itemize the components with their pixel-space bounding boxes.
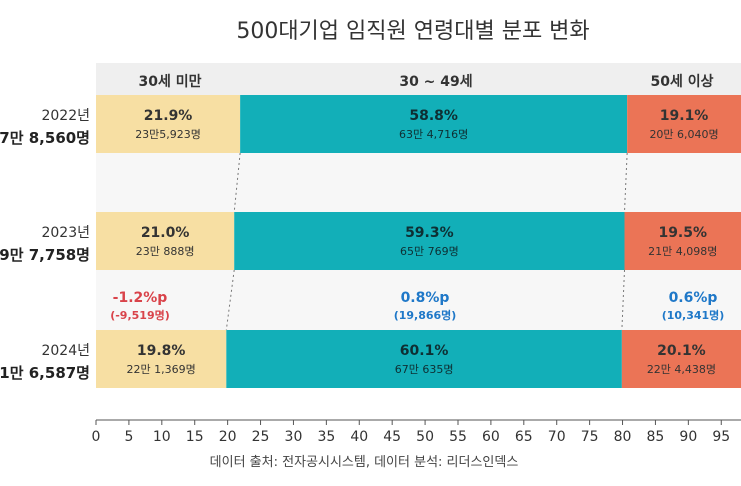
bar-pct-label: 21.0%	[141, 225, 190, 241]
bar-count-label: 63만 4,716명	[399, 128, 468, 141]
chart-title: 500대기업 임직원 연령대별 분포 변화	[236, 19, 589, 44]
bar-count-label: 67만 635명	[395, 363, 454, 376]
column-header-30-49: 30 ~ 49세	[399, 74, 472, 90]
change-labels: -1.2%p (-9,519명) 0.8%p (19,866명) 0.6%p (10,34…	[110, 290, 724, 322]
x-tick-label: 70	[548, 429, 566, 445]
change-band	[96, 270, 741, 330]
change-count-label: (19,866명)	[394, 308, 457, 322]
bar-pct-label: 19.1%	[660, 108, 709, 124]
bars-layer: 21.9% 23만5,923명 58.8% 63만 4,716명 19.1% 20만 6,…	[0, 95, 741, 388]
x-tick-label: 50	[416, 429, 434, 445]
row-total-label: 1만 6,587명	[0, 364, 90, 382]
bar-pct-label: 21.9%	[144, 108, 193, 124]
bar-pct-label: 19.5%	[658, 225, 707, 241]
x-tick-label: 60	[482, 429, 500, 445]
connector-lines	[225, 152, 628, 331]
x-tick-label: 0	[92, 429, 101, 445]
change-count-label: (-9,519명)	[110, 308, 170, 322]
row-total-label: 7만 8,560명	[0, 129, 90, 147]
bar-count-label: 22만 4,438명	[647, 363, 716, 376]
change-value-label: 0.6%p	[669, 290, 718, 306]
bar-2024-30-49	[226, 330, 622, 388]
change-count-label: (10,341명)	[662, 308, 725, 322]
bar-count-label: 21만 4,098명	[648, 245, 717, 258]
bar-count-label: 65만 769명	[400, 245, 459, 258]
row-gap-band	[96, 152, 741, 212]
x-tick-label: 15	[186, 429, 204, 445]
connector-line	[225, 269, 235, 331]
bar-count-label: 23만5,923명	[135, 128, 201, 141]
x-tick-label: 45	[383, 429, 401, 445]
x-axis: 0 5 10 15 20 25 30 35 40 45 50 55 60 65 70 75 80 85 90 95	[92, 419, 741, 445]
change-value-label: -1.2%p	[113, 290, 168, 306]
bar-pct-label: 58.8%	[409, 108, 458, 124]
bar-count-label: 20만 6,040명	[649, 128, 718, 141]
bar-pct-label: 60.1%	[400, 343, 449, 359]
row-year-label: 2023년	[41, 225, 90, 241]
bar-2022-30-49	[240, 95, 628, 153]
row-year-label: 2024년	[41, 343, 90, 359]
bar-pct-label: 19.8%	[137, 343, 186, 359]
x-tick-label: 40	[350, 429, 368, 445]
source-note: 데이터 출처: 전자공시시스템, 데이터 분석: 리더스인덱스	[210, 455, 519, 470]
x-tick-label: 10	[153, 429, 171, 445]
x-tick-label: 55	[449, 429, 467, 445]
x-tick-label: 20	[219, 429, 237, 445]
bar-2023-over50	[624, 212, 741, 270]
x-tick-label: 75	[581, 429, 599, 445]
x-tick-label: 90	[679, 429, 697, 445]
bar-2024-under30	[96, 330, 227, 388]
bar-pct-label: 59.3%	[405, 225, 454, 241]
bar-count-label: 22만 1,369명	[127, 363, 196, 376]
connector-line	[621, 269, 626, 331]
bar-2023-30-49	[234, 212, 625, 270]
bar-count-label: 23만 888명	[136, 245, 195, 258]
bar-2022-under30	[96, 95, 241, 153]
x-tick-label: 5	[124, 429, 133, 445]
x-tick-label: 85	[647, 429, 665, 445]
bar-pct-label: 20.1%	[657, 343, 706, 359]
bar-2024-over50	[621, 330, 741, 388]
x-tick-label: 95	[712, 429, 730, 445]
bar-2023-under30	[96, 212, 235, 270]
x-tick-label: 65	[515, 429, 533, 445]
header-band	[96, 63, 741, 95]
column-header-over50: 50세 이상	[651, 73, 714, 90]
column-header-under30: 30세 미만	[139, 74, 202, 90]
x-tick-label: 30	[285, 429, 303, 445]
x-tick-label: 80	[614, 429, 632, 445]
row-total-label: 9만 7,758명	[0, 246, 90, 264]
bar-2022-over50	[627, 95, 741, 153]
row-year-label: 2022년	[41, 108, 90, 124]
change-value-label: 0.8%p	[401, 290, 450, 306]
x-tick-label: 25	[252, 429, 270, 445]
x-tick-label: 35	[317, 429, 335, 445]
